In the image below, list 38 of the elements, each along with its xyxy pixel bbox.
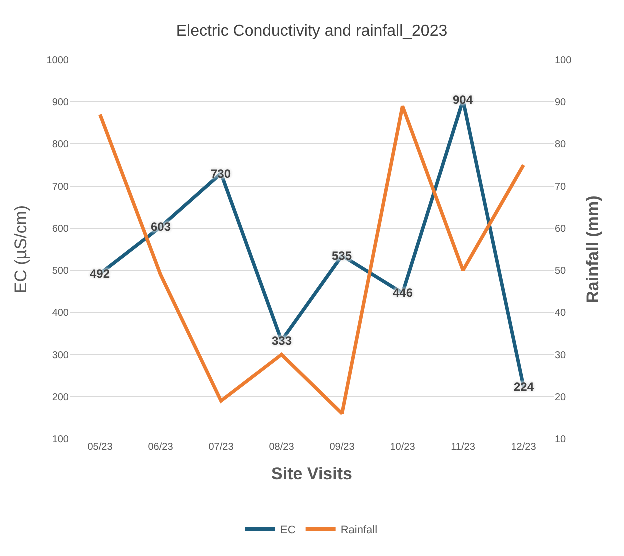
y-tick-label: 600 — [52, 224, 70, 235]
data-label: 333 — [272, 334, 292, 348]
y-tick-label: 500 — [52, 266, 70, 278]
legend-label: Rainfall — [340, 524, 378, 537]
y-tick-label: 900 — [52, 98, 70, 109]
x-tick-label: 11/23 — [451, 442, 476, 453]
y-axis-title: EC (µS/cm) — [11, 205, 30, 294]
y-tick-label: 100 — [52, 434, 70, 446]
legend-label: EC — [280, 524, 296, 537]
x-axis-title: Site Visits — [272, 464, 352, 484]
y2-tick-label: 20 — [555, 392, 567, 404]
y2-tick-label: 60 — [555, 224, 567, 235]
y2-tick-label: 80 — [555, 140, 567, 151]
y2-tick-label: 10 — [555, 434, 567, 446]
y-tick-label: 200 — [52, 392, 70, 404]
y-tick-label: 1000 — [46, 56, 70, 66]
x-tick-label: 12/23 — [511, 442, 537, 453]
x-tick-label: 05/23 — [88, 442, 114, 453]
x-tick-label: 09/23 — [330, 442, 356, 453]
y2-axis-title: Rainfall (mm) — [584, 196, 603, 304]
y2-tick-label: 30 — [555, 350, 567, 362]
x-tick-label: 06/23 — [148, 442, 174, 453]
y-tick-label: 800 — [52, 140, 70, 151]
x-tick-label: 07/23 — [208, 442, 234, 453]
y-tick-label: 700 — [52, 182, 70, 193]
y2-tick-label: 40 — [555, 308, 567, 320]
data-label: 492 — [90, 267, 110, 281]
chart-title: Electric Conductivity and rainfall_2023 — [176, 23, 448, 40]
x-tick-label: 08/23 — [269, 442, 295, 453]
y-tick-label: 300 — [52, 350, 70, 362]
data-label: 224 — [514, 380, 534, 394]
y2-tick-label: 50 — [555, 266, 567, 278]
y2-tick-label: 90 — [555, 98, 567, 109]
y2-tick-label: 70 — [555, 182, 567, 193]
y-tick-label: 400 — [52, 308, 70, 320]
data-label: 904 — [453, 93, 474, 107]
x-tick-label: 10/23 — [390, 442, 416, 453]
y2-tick-label: 100 — [555, 56, 572, 66]
